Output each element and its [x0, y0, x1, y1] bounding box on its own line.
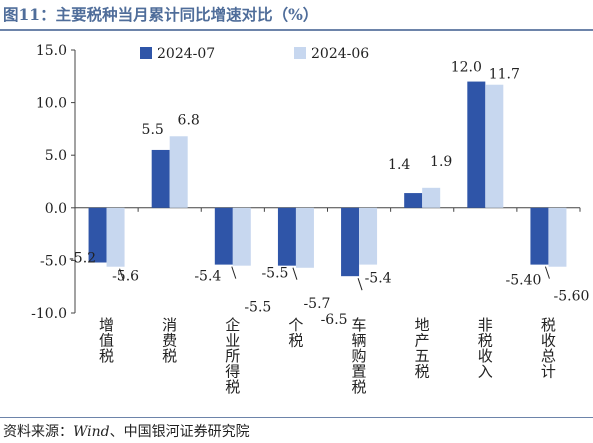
source-institute: 、中国银河证券研究院	[109, 424, 250, 440]
category-label: 税	[415, 363, 430, 381]
label-leader-line	[357, 278, 363, 291]
y-tick-label: 15.0	[36, 43, 67, 59]
legend-label: 2024-07	[157, 46, 215, 62]
data-label: -5.5	[261, 266, 288, 282]
bar-jul	[151, 149, 170, 208]
label-leader-line	[231, 266, 237, 279]
bar-jul	[88, 207, 107, 263]
title-divider	[0, 29, 593, 31]
category-label: 税	[541, 316, 556, 334]
source-divider	[0, 417, 593, 418]
legend-swatch	[140, 47, 152, 59]
category-label: 消	[162, 316, 177, 334]
category-label: 计	[541, 363, 556, 381]
source-label: 资料来源：	[3, 424, 73, 440]
data-label: -5.2	[69, 251, 96, 267]
category-label: 收	[478, 347, 493, 365]
bar-jun	[359, 207, 378, 265]
data-label: 1.4	[388, 157, 410, 173]
data-label: -5.4	[365, 271, 392, 287]
data-label: -5.6	[112, 269, 139, 285]
category-label: 购	[352, 347, 367, 365]
data-label: -5.40	[505, 273, 541, 289]
bar-jun	[106, 207, 125, 267]
bar-jul	[404, 193, 423, 208]
bar-jul	[467, 81, 486, 208]
data-label: 5.5	[142, 122, 164, 138]
data-label: 11.7	[489, 67, 520, 83]
bar-jul	[214, 207, 233, 265]
category-label: 增	[99, 316, 114, 334]
legend-swatch	[294, 47, 306, 59]
category-label: 税	[225, 378, 240, 396]
category-label: 税	[478, 332, 493, 350]
category-label: 税	[288, 332, 303, 350]
category-label: 值	[99, 332, 114, 350]
label-leader-line	[544, 266, 550, 279]
category-label: 税	[162, 347, 177, 365]
y-tick-label: -5.0	[40, 253, 67, 269]
y-tick-label: 0.0	[45, 201, 67, 217]
category-label: 个	[288, 316, 303, 334]
category-label: 费	[162, 332, 177, 350]
category-label: 五	[415, 347, 430, 365]
bar-jun	[169, 136, 188, 208]
category-label: 地	[415, 316, 430, 334]
category-label: 所	[225, 347, 240, 365]
data-label: 6.8	[178, 112, 200, 128]
category-label: 总	[541, 347, 556, 365]
data-label: 1.9	[430, 154, 452, 170]
legend-label: 2024-06	[311, 46, 369, 62]
category-label: 非	[478, 316, 493, 334]
category-label: 置	[352, 363, 367, 381]
category-label: 入	[478, 363, 493, 381]
bar-jun	[422, 187, 441, 208]
bar-jun	[232, 207, 251, 266]
source-wind: Wind	[73, 424, 110, 440]
label-leader-line	[119, 268, 125, 281]
bar-jul	[277, 207, 296, 266]
data-label: -5.5	[244, 300, 271, 316]
category-label: 税	[352, 378, 367, 396]
category-label: 业	[225, 332, 240, 350]
data-label: -6.5	[321, 312, 348, 328]
category-label: 收	[541, 332, 556, 350]
y-tick-label: 10.0	[36, 96, 67, 112]
y-tick-label: 5.0	[45, 148, 67, 164]
data-label: -5.4	[194, 269, 221, 285]
category-label: 得	[225, 363, 240, 381]
category-label: 车	[352, 316, 367, 334]
data-label: -5.60	[553, 289, 589, 305]
chart-title: 图11：主要税种当月累计同比增速对比（%）	[3, 5, 319, 24]
bar-jul	[341, 207, 360, 277]
source-note: 资料来源：Wind、中国银河证券研究院	[3, 421, 250, 441]
y-tick-label: -10.0	[31, 306, 67, 322]
bar-jun	[485, 84, 504, 208]
category-label: 税	[99, 347, 114, 365]
bar-jul	[530, 207, 549, 265]
category-label: 产	[415, 332, 430, 350]
bar-jun	[548, 207, 567, 267]
label-leader-line	[292, 267, 298, 280]
category-label: 辆	[352, 332, 367, 350]
data-label: 12.0	[451, 60, 482, 76]
category-label: 企	[225, 316, 240, 334]
bar-jun	[295, 207, 314, 268]
data-label: -5.7	[303, 296, 330, 312]
